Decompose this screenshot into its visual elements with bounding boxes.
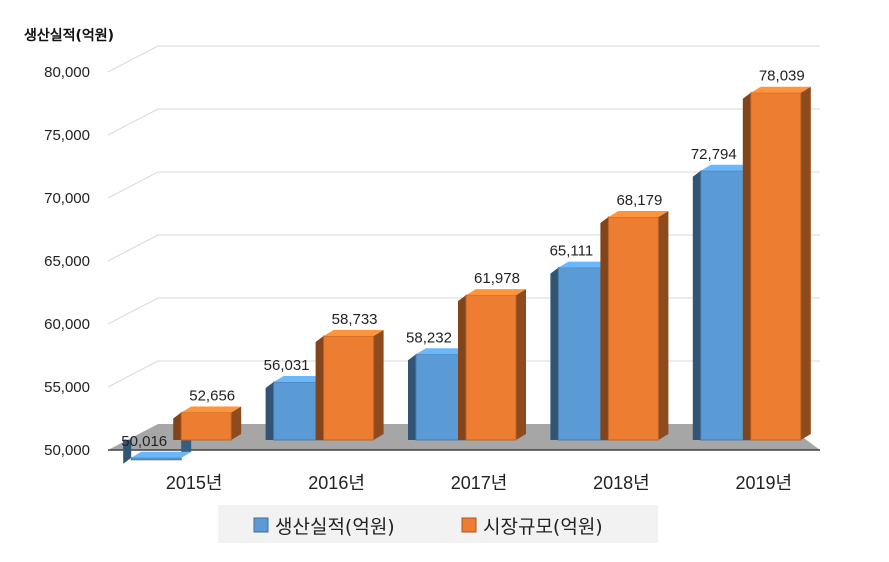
- gridline: [107, 45, 820, 73]
- bar: [173, 406, 242, 441]
- bar: [315, 329, 384, 441]
- bar-front: [323, 335, 375, 441]
- bar-edge: [173, 412, 182, 440]
- bars: [123, 86, 811, 464]
- bar-top: [323, 329, 384, 336]
- value-label: 52,656: [189, 388, 235, 405]
- bar: [458, 289, 526, 441]
- bar-edge: [458, 295, 466, 440]
- bar-side: [373, 329, 384, 440]
- bar: [123, 434, 192, 464]
- y-axis-title: 생산실적(억원): [24, 27, 114, 44]
- gridline: [107, 234, 820, 262]
- legend-label-market: 시장규모(억원): [483, 516, 603, 538]
- bar-edge: [315, 335, 324, 440]
- value-label: 78,039: [759, 68, 805, 85]
- legend-label-production: 생산실적(억원): [275, 516, 395, 538]
- x-tick-label: 2018년: [593, 473, 650, 493]
- bar-top: [608, 210, 669, 217]
- y-tick-label: 65,000: [44, 253, 90, 270]
- bar-front: [273, 381, 325, 441]
- bar-front: [750, 92, 802, 441]
- legend-swatch-production: [253, 517, 269, 533]
- value-label: 65,111: [550, 243, 594, 260]
- bar-edge: [692, 170, 701, 440]
- bar-edge: [600, 216, 609, 440]
- y-axis-ticks: 50,000 55,000 60,000 65,000 70,000 75,000 80,0…: [44, 64, 90, 459]
- x-tick-label: 2017년: [451, 473, 508, 493]
- bar: [600, 210, 669, 441]
- bar-edge: [265, 382, 274, 440]
- bar: [742, 86, 811, 441]
- value-label: 56,031: [264, 357, 310, 374]
- legend: 생산실적(억원) 시장규모(억원): [218, 505, 658, 543]
- bar-edge: [123, 440, 132, 464]
- bar-front: [557, 267, 609, 441]
- value-label: 58,232: [406, 329, 452, 346]
- y-tick-label: 80,000: [44, 64, 90, 81]
- value-label: 61,978: [474, 270, 520, 287]
- bar-side: [516, 289, 526, 440]
- bar-side: [658, 210, 669, 440]
- bar-top: [131, 451, 192, 458]
- bar-front: [180, 412, 232, 441]
- bar-top: [181, 406, 242, 413]
- y-tick-label: 60,000: [44, 316, 90, 333]
- gridline: [107, 171, 820, 199]
- bar-top: [466, 289, 526, 296]
- gridline: [107, 108, 820, 136]
- legend-swatch-market: [461, 517, 477, 533]
- bar-top: [750, 86, 811, 93]
- x-axis-categories: 2015년 2016년 2017년 2018년 2019년: [166, 473, 792, 493]
- bar-edge: [550, 267, 559, 440]
- value-label: 58,733: [332, 311, 378, 328]
- x-tick-label: 2015년: [166, 473, 223, 493]
- bar-front: [465, 294, 517, 441]
- bar-side: [800, 86, 811, 440]
- y-tick-label: 70,000: [44, 190, 90, 207]
- x-tick-label: 2019년: [735, 473, 792, 493]
- bar-edge: [742, 92, 751, 440]
- bar-front: [607, 216, 659, 441]
- bar-front: [130, 457, 182, 461]
- value-label: 50,016: [121, 433, 167, 450]
- bar-side: [231, 406, 242, 440]
- value-label: 68,179: [616, 192, 662, 209]
- bar-edge: [408, 354, 416, 440]
- y-tick-label: 50,000: [44, 442, 90, 459]
- y-tick-label: 55,000: [44, 379, 90, 396]
- bar-front: [700, 170, 752, 441]
- legend-background: [218, 505, 658, 543]
- x-tick-label: 2016년: [308, 473, 365, 493]
- value-label: 72,794: [691, 146, 737, 163]
- value-labels: 50,016 52,656 56,031 58,733 58,232 61,978 65,1…: [121, 68, 804, 450]
- y-tick-label: 75,000: [44, 127, 90, 144]
